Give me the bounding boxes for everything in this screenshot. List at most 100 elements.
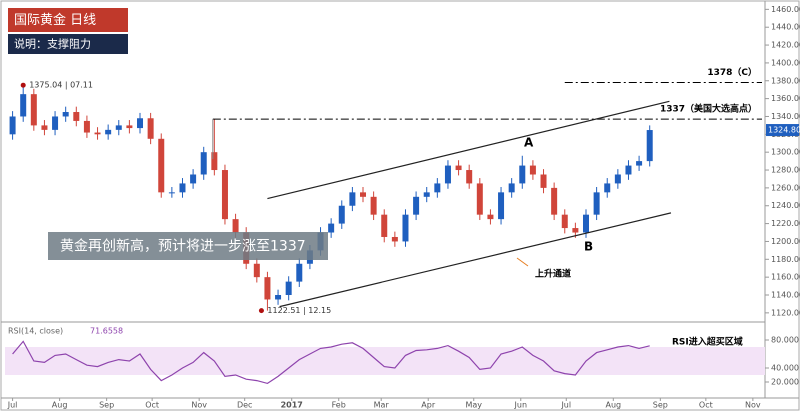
title-box	[8, 8, 128, 32]
low-label: 1122.51 | 12.15	[267, 306, 331, 315]
y-tick-label: 1420.00	[771, 41, 800, 50]
callout-text: 黄金再创新高，预计将进一步涨至1337	[60, 238, 306, 255]
chart-subtitle: 说明：支撑阻力	[14, 37, 91, 51]
y-tick-label: 1120.00	[771, 308, 800, 317]
x-tick-label: Jul	[560, 401, 571, 410]
chart-title: 国际黄金 日线	[14, 12, 96, 28]
x-tick-label: Sep	[653, 401, 668, 410]
high-marker	[20, 82, 26, 88]
y-tick-label: 1140.00	[771, 291, 800, 300]
candle-body	[529, 165, 536, 175]
x-tick-label: Oct	[145, 401, 159, 410]
candle-body	[498, 192, 505, 220]
y-tick-label: 1200.00	[771, 237, 800, 246]
candle-body	[402, 214, 409, 242]
candle-body	[52, 116, 59, 130]
candle-body	[423, 192, 430, 197]
candle-body	[83, 120, 90, 133]
x-tick-label: Nov	[191, 401, 207, 410]
y-tick-label: 1300.00	[771, 148, 800, 157]
channel-arrow	[516, 257, 529, 267]
x-tick-label: 2017	[281, 401, 303, 410]
candle-body	[264, 277, 271, 300]
x-tick-label: Aug	[52, 401, 68, 410]
x-tick-label: Oct	[699, 401, 713, 410]
level-label: 1378（C）	[707, 67, 757, 78]
candle-body	[646, 130, 653, 162]
rsi-title: RSI(14, close)	[8, 327, 63, 336]
candle-body	[636, 161, 643, 166]
candle-body	[253, 263, 260, 278]
candle-body	[41, 125, 48, 130]
y-tick-label: 1260.00	[771, 183, 800, 192]
rsi-annotation: RSI进入超买区域	[672, 336, 743, 348]
candle-body	[540, 174, 547, 188]
high-label: 1375.04 | 07.11	[29, 81, 93, 90]
y-tick-label: 1360.00	[771, 94, 800, 103]
y-tick-label: 1180.00	[771, 255, 800, 264]
candle-body	[444, 165, 451, 184]
candle-body	[561, 214, 568, 229]
candle-body	[487, 214, 494, 220]
candle-body	[604, 183, 611, 193]
y-tick-label: 1340.00	[771, 112, 800, 121]
candle-body	[232, 219, 239, 233]
candle-body	[455, 165, 462, 171]
candle-body	[200, 152, 207, 175]
channel-label: 上升通道	[535, 268, 571, 280]
candle-body	[126, 125, 133, 129]
rsi-band	[5, 347, 765, 375]
candle-body	[190, 174, 197, 184]
low-marker	[258, 308, 264, 314]
point-label: A	[524, 136, 534, 150]
candle-body	[593, 192, 600, 215]
last-price-label: 1324.80	[768, 126, 800, 135]
rsi-tick-label: 20.000	[771, 378, 799, 387]
y-tick-label: 1400.00	[771, 58, 800, 67]
candle-body	[519, 165, 526, 184]
candle-body	[221, 170, 228, 220]
last-price-tag	[766, 124, 799, 137]
channel-line	[279, 212, 672, 308]
rsi-tick-label: 40.000	[771, 364, 799, 373]
x-tick-label: Jun	[514, 401, 528, 410]
candle-body	[115, 125, 122, 130]
candle-body	[381, 214, 388, 237]
x-tick-label: Jul	[7, 401, 18, 410]
callout-box	[48, 232, 328, 260]
y-tick-label: 1220.00	[771, 219, 800, 228]
x-tick-label: Nov	[745, 401, 761, 410]
x-tick-label: Sep	[99, 401, 114, 410]
candle-body	[370, 196, 377, 215]
rsi-tick-label: 80.000	[771, 336, 799, 345]
candle-body	[476, 183, 483, 215]
candle-body	[285, 281, 292, 296]
candle-body	[94, 132, 101, 135]
x-tick-label: Aug	[605, 401, 621, 410]
x-tick-label: Dec	[237, 401, 252, 410]
candle-body	[147, 118, 154, 139]
point-label: B	[584, 240, 593, 254]
candle-body	[338, 205, 345, 224]
y-tick-label: 1280.00	[771, 166, 800, 175]
x-tick-label: Feb	[332, 401, 346, 410]
candle-body	[30, 94, 37, 126]
y-tick-label: 1240.00	[771, 201, 800, 210]
x-tick-label: Mar	[374, 401, 390, 410]
candle-body	[508, 183, 515, 193]
candle-body	[62, 112, 69, 117]
channel-line	[267, 100, 670, 200]
y-tick-label: 1160.00	[771, 273, 800, 282]
candle-body	[105, 129, 112, 135]
candle-body	[572, 228, 579, 233]
candle-body	[211, 152, 218, 171]
level-label: 1337（美国大选高点）	[660, 103, 757, 115]
y-tick-label: 1440.00	[771, 23, 800, 32]
y-tick-label: 1380.00	[771, 76, 800, 85]
candle-body	[614, 174, 621, 184]
candle-body	[328, 223, 335, 233]
candle-body	[349, 192, 356, 206]
